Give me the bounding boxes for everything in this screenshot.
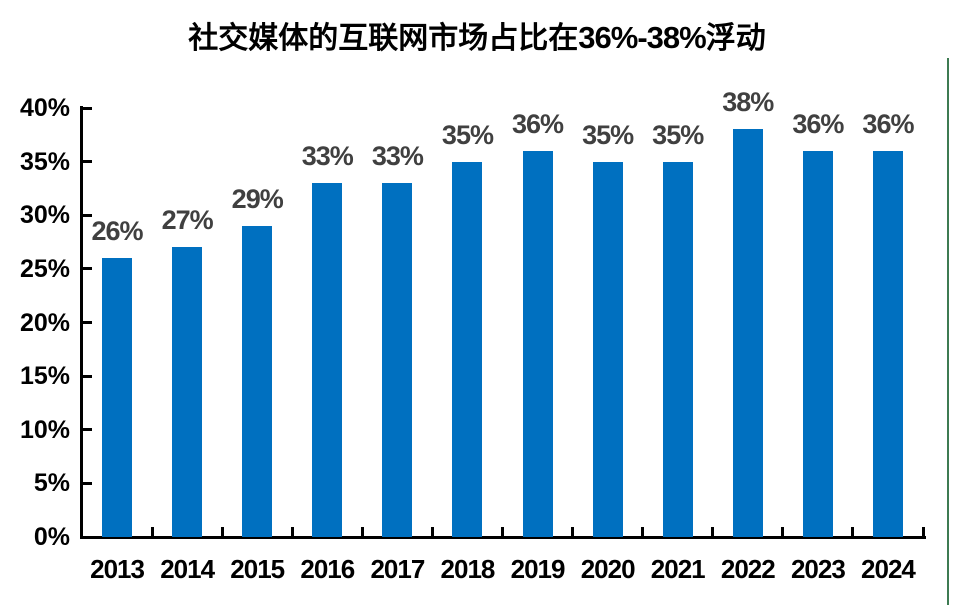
y-axis-label: 5%	[33, 469, 70, 498]
bar	[522, 150, 553, 537]
chart-title: 社交媒体的互联网市场占比在36%-38%浮动	[0, 18, 954, 64]
bar	[102, 258, 133, 537]
y-axis-label: 40%	[19, 94, 70, 122]
bar-data-label: 33%	[371, 141, 424, 172]
x-axis-tick	[150, 527, 154, 537]
chart-right-border	[947, 58, 949, 605]
x-axis-tick	[430, 527, 434, 537]
x-axis-line	[80, 536, 926, 539]
y-axis-label: 0%	[33, 523, 70, 551]
x-axis-label: 2018	[440, 554, 496, 584]
y-axis-tick	[83, 321, 92, 324]
bar	[452, 161, 483, 537]
y-axis-tick	[83, 106, 92, 110]
bar-data-label: 35%	[441, 119, 494, 150]
x-axis-label: 2017	[370, 554, 425, 584]
y-axis-tick	[83, 213, 92, 217]
bar-data-label: 36%	[792, 108, 844, 139]
bar	[382, 183, 413, 537]
x-axis-tick	[711, 527, 715, 537]
bar-data-label: 29%	[231, 183, 284, 214]
x-axis-label: 2023	[790, 554, 846, 584]
x-axis-tick	[290, 527, 294, 537]
y-axis-label: 30%	[19, 201, 70, 230]
y-axis-label: 25%	[19, 254, 70, 283]
bar	[312, 183, 343, 537]
bar-data-label: 26%	[91, 216, 144, 247]
x-axis-tick	[220, 527, 224, 537]
x-axis-tick	[641, 527, 645, 537]
x-axis-label: 2013	[90, 554, 145, 584]
x-axis-label: 2016	[300, 554, 355, 584]
bar	[872, 150, 903, 537]
chart-title-suffix: 浮动	[705, 22, 766, 55]
y-axis-tick	[83, 267, 92, 271]
bar	[732, 129, 763, 537]
y-axis-line	[80, 106, 83, 539]
y-axis-tick	[83, 160, 92, 164]
bar	[592, 161, 623, 537]
x-axis-label: 2019	[510, 554, 566, 584]
bar	[662, 161, 693, 537]
bar-data-label: 36%	[512, 108, 564, 139]
y-axis-tick	[83, 428, 92, 432]
x-axis-tick	[501, 527, 504, 537]
bar	[242, 225, 273, 537]
y-axis-label: 10%	[19, 415, 70, 444]
x-axis-label: 2024	[861, 554, 916, 584]
bar-data-label: 36%	[862, 108, 914, 139]
x-axis-tick	[360, 527, 364, 537]
bar-data-label: 33%	[301, 141, 354, 172]
bar-data-label: 35%	[582, 119, 634, 150]
x-axis-label: 2020	[580, 554, 636, 584]
chart-title-prefix: 社交媒体的互联网市场占比在	[188, 22, 579, 55]
x-axis-label: 2021	[650, 554, 706, 584]
y-axis-label: 15%	[19, 362, 70, 391]
x-axis-tick	[781, 527, 785, 537]
y-axis-tick	[83, 481, 92, 485]
bar	[802, 150, 833, 537]
y-axis-label: 35%	[19, 147, 70, 176]
x-axis-tick	[921, 527, 925, 537]
x-axis-label: 2015	[230, 554, 285, 584]
chart-title-range: 36%-38%	[578, 20, 706, 55]
x-axis-label: 2022	[720, 554, 776, 584]
x-axis-tick	[571, 527, 575, 537]
bar-data-label: 35%	[652, 119, 704, 150]
bar-data-label: 27%	[161, 205, 214, 236]
bar	[172, 247, 203, 537]
x-axis-tick	[851, 527, 855, 537]
x-axis-label: 2014	[160, 554, 215, 584]
y-axis-label: 20%	[19, 308, 70, 337]
y-axis-tick	[83, 374, 92, 378]
bar-data-label: 38%	[722, 87, 774, 118]
